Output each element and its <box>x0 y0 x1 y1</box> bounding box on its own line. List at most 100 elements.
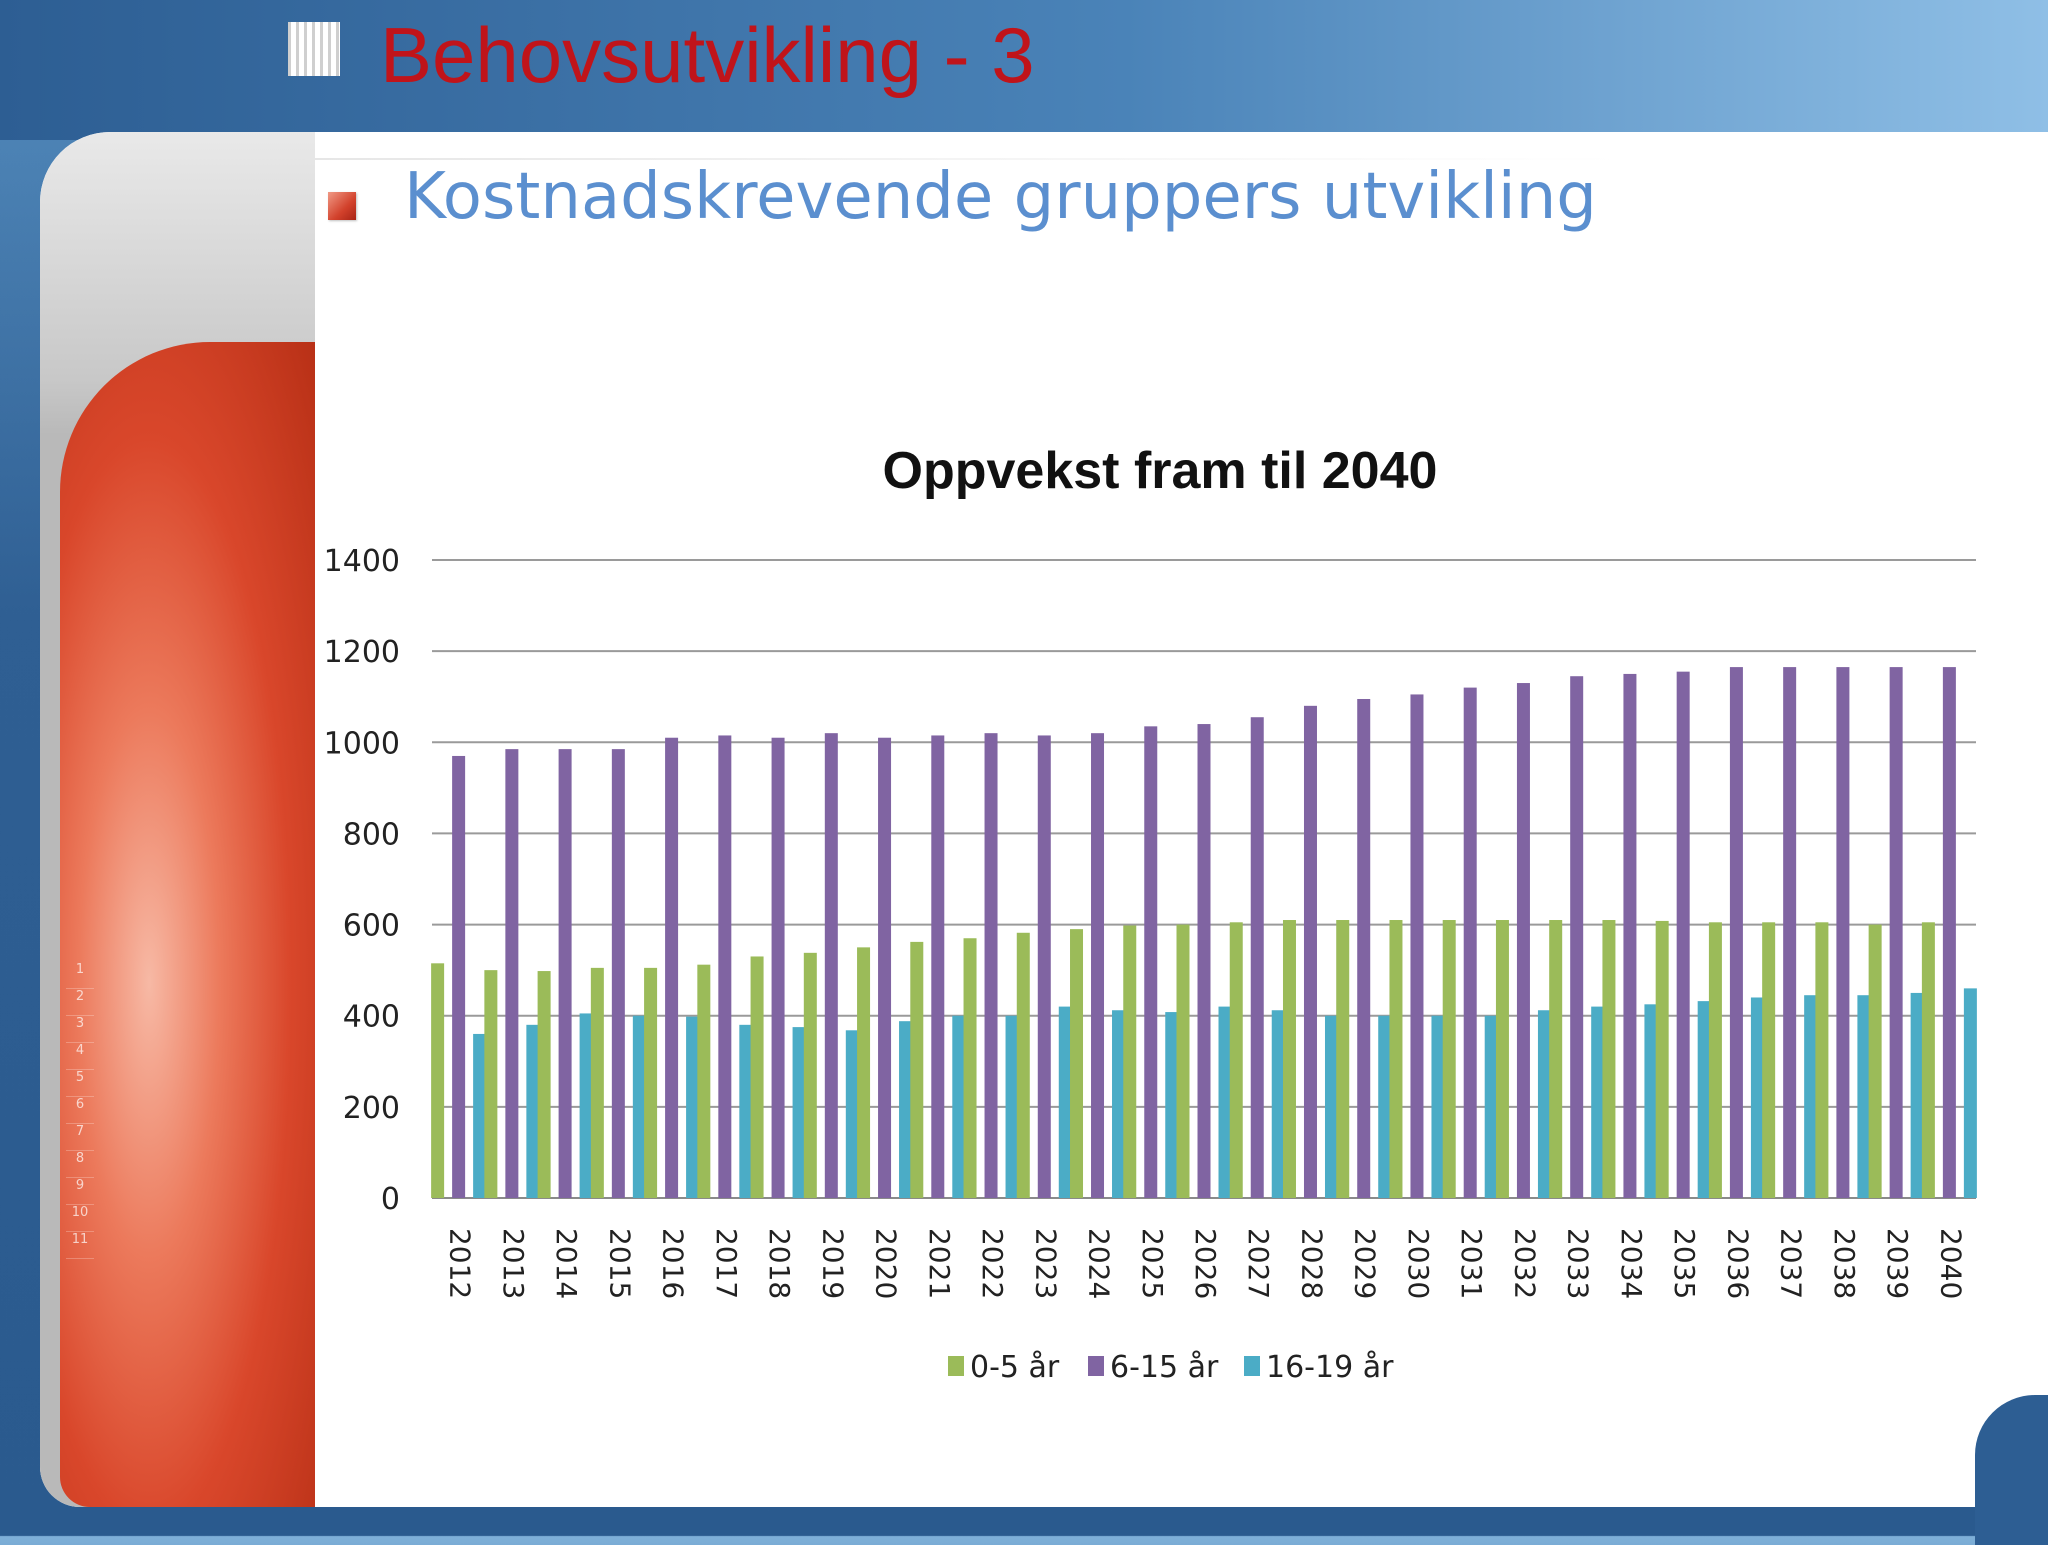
x-tick-label: 2016 <box>657 1228 690 1299</box>
bar-6-15-2035 <box>1676 671 1690 1198</box>
bar-6-15-2015 <box>611 749 625 1198</box>
decorative-row-number: 4 <box>66 1043 94 1070</box>
bar-16-19-2017 <box>739 1024 753 1198</box>
bar-16-19-2037 <box>1804 995 1818 1198</box>
bullet-square-icon <box>328 192 356 220</box>
legend-swatch <box>948 1356 964 1376</box>
bar-16-19-2031 <box>1484 1015 1498 1198</box>
bar-6-15-2028 <box>1303 705 1317 1198</box>
bar-6-15-2023 <box>1037 735 1051 1198</box>
bar-0-5-2012 <box>431 963 445 1198</box>
chart-title: Oppvekst fram til 2040 <box>883 442 1438 500</box>
bar-6-15-2036 <box>1729 667 1743 1198</box>
bar-6-15-2022 <box>984 733 998 1198</box>
x-tick-label: 2033 <box>1562 1228 1595 1299</box>
bar-16-19-2039 <box>1910 992 1924 1198</box>
x-tick-label: 2028 <box>1295 1228 1328 1299</box>
x-tick-label: 2025 <box>1136 1228 1169 1299</box>
bar-0-5-2020 <box>857 947 871 1198</box>
x-tick-label: 2036 <box>1721 1228 1754 1299</box>
bar-0-5-2035 <box>1655 920 1669 1198</box>
x-tick-label: 2024 <box>1083 1228 1116 1299</box>
bar-0-5-2025 <box>1123 925 1137 1198</box>
bar-0-5-2019 <box>803 952 817 1198</box>
x-tick-label: 2027 <box>1242 1228 1275 1299</box>
decorative-row-number: 10 <box>66 1205 94 1232</box>
title-decoration-icon <box>288 22 340 76</box>
bar-0-5-2034 <box>1602 920 1616 1198</box>
decorative-row-number: 11 <box>66 1232 94 1259</box>
bar-16-19-2012 <box>473 1033 487 1198</box>
title-divider <box>305 158 1625 160</box>
x-tick-label: 2026 <box>1189 1228 1222 1299</box>
bar-6-15-2021 <box>931 735 945 1198</box>
bar-0-5-2029 <box>1336 920 1350 1198</box>
x-tick-label: 2031 <box>1455 1228 1488 1299</box>
bar-16-19-2027 <box>1271 1010 1285 1198</box>
bar-0-5-2014 <box>537 971 551 1198</box>
bar-6-15-2013 <box>505 749 519 1198</box>
x-tick-label: 2012 <box>444 1228 477 1299</box>
bar-6-15-2025 <box>1144 726 1158 1198</box>
bar-16-19-2032 <box>1537 1010 1551 1198</box>
bar-0-5-2023 <box>1016 932 1030 1198</box>
y-tick-label: 1400 <box>324 544 400 579</box>
bar-16-19-2028 <box>1324 1015 1338 1198</box>
bar-6-15-2017 <box>718 735 732 1198</box>
x-tick-label: 2032 <box>1508 1228 1541 1299</box>
legend-swatch <box>1244 1356 1260 1376</box>
bar-16-19-2025 <box>1165 1012 1179 1198</box>
bar-6-15-2012 <box>452 755 466 1198</box>
bar-16-19-2030 <box>1431 1015 1445 1198</box>
y-tick-label: 1200 <box>324 635 400 670</box>
bar-6-15-2037 <box>1783 667 1797 1198</box>
bar-16-19-2033 <box>1591 1006 1605 1198</box>
bar-16-19-2024 <box>1112 1010 1126 1198</box>
bar-0-5-2033 <box>1549 920 1563 1198</box>
bar-16-19-2029 <box>1378 1015 1392 1198</box>
x-tick-label: 2023 <box>1029 1228 1062 1299</box>
x-tick-label: 2021 <box>923 1228 956 1299</box>
bar-16-19-2034 <box>1644 1004 1658 1198</box>
y-tick-label: 800 <box>343 817 400 852</box>
bar-6-15-2014 <box>558 749 572 1198</box>
bar-0-5-2016 <box>644 967 658 1198</box>
bar-16-19-2023 <box>1058 1006 1072 1198</box>
bar-0-5-2018 <box>750 956 764 1198</box>
bar-6-15-2024 <box>1091 733 1105 1198</box>
x-tick-label: 2017 <box>710 1228 743 1299</box>
bar-16-19-2013 <box>526 1024 540 1198</box>
legend-label: 6-15 år <box>1110 1350 1219 1385</box>
bar-6-15-2016 <box>665 737 679 1198</box>
legend-label: 0-5 år <box>970 1350 1060 1385</box>
x-tick-label: 2038 <box>1828 1228 1861 1299</box>
decorative-row-number: 9 <box>66 1178 94 1205</box>
corner-decoration <box>1975 1395 2048 1545</box>
bar-16-19-2036 <box>1750 997 1764 1198</box>
bar-6-15-2026 <box>1197 724 1211 1198</box>
decorative-row-number: 5 <box>66 1070 94 1097</box>
bar-6-15-2040 <box>1942 667 1956 1198</box>
x-tick-label: 2040 <box>1934 1228 1967 1299</box>
bar-16-19-2040 <box>1963 988 1977 1198</box>
decorative-row-number: 7 <box>66 1124 94 1151</box>
bar-6-15-2033 <box>1570 676 1584 1198</box>
bar-16-19-2018 <box>792 1027 806 1198</box>
bar-16-19-2026 <box>1218 1006 1232 1198</box>
bar-6-15-2030 <box>1410 694 1424 1198</box>
bar-16-19-2014 <box>579 1013 593 1198</box>
bar-6-15-2039 <box>1889 667 1903 1198</box>
decorative-row-number: 6 <box>66 1097 94 1124</box>
x-tick-label: 2020 <box>870 1228 903 1299</box>
bar-16-19-2022 <box>1005 1015 1019 1198</box>
decorative-tools-image: 1 2 3 4 5 6 7 8 9 10 11 <box>40 132 315 1507</box>
bar-0-5-2030 <box>1389 920 1403 1198</box>
y-tick-label: 0 <box>381 1182 400 1217</box>
bar-6-15-2018 <box>771 737 785 1198</box>
y-tick-label: 400 <box>343 1000 400 1035</box>
x-tick-label: 2039 <box>1881 1228 1914 1299</box>
x-tick-label: 2029 <box>1349 1228 1382 1299</box>
bar-0-5-2021 <box>910 941 924 1198</box>
bar-0-5-2028 <box>1282 920 1296 1198</box>
